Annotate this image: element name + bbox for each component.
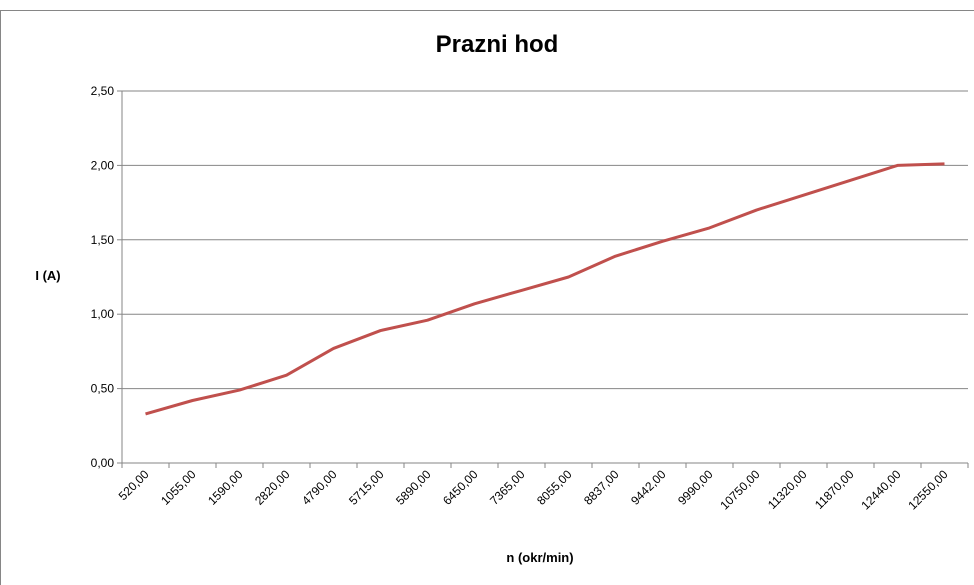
line-series <box>145 162 945 416</box>
y-tick-label: 0,00 <box>91 456 115 470</box>
chart-title: Prazni hod <box>436 31 559 58</box>
y-tick-label: 2,00 <box>91 158 115 172</box>
y-tick-label: 0,50 <box>91 382 115 396</box>
y-axis-label: I (A) <box>35 268 60 283</box>
chart-border <box>0 10 974 585</box>
x-axis-label: n (okr/min) <box>506 550 573 565</box>
y-tick-label: 1,00 <box>91 307 115 321</box>
y-tick-label: 2,50 <box>91 84 115 98</box>
y-tick-label: 1,50 <box>91 233 115 247</box>
